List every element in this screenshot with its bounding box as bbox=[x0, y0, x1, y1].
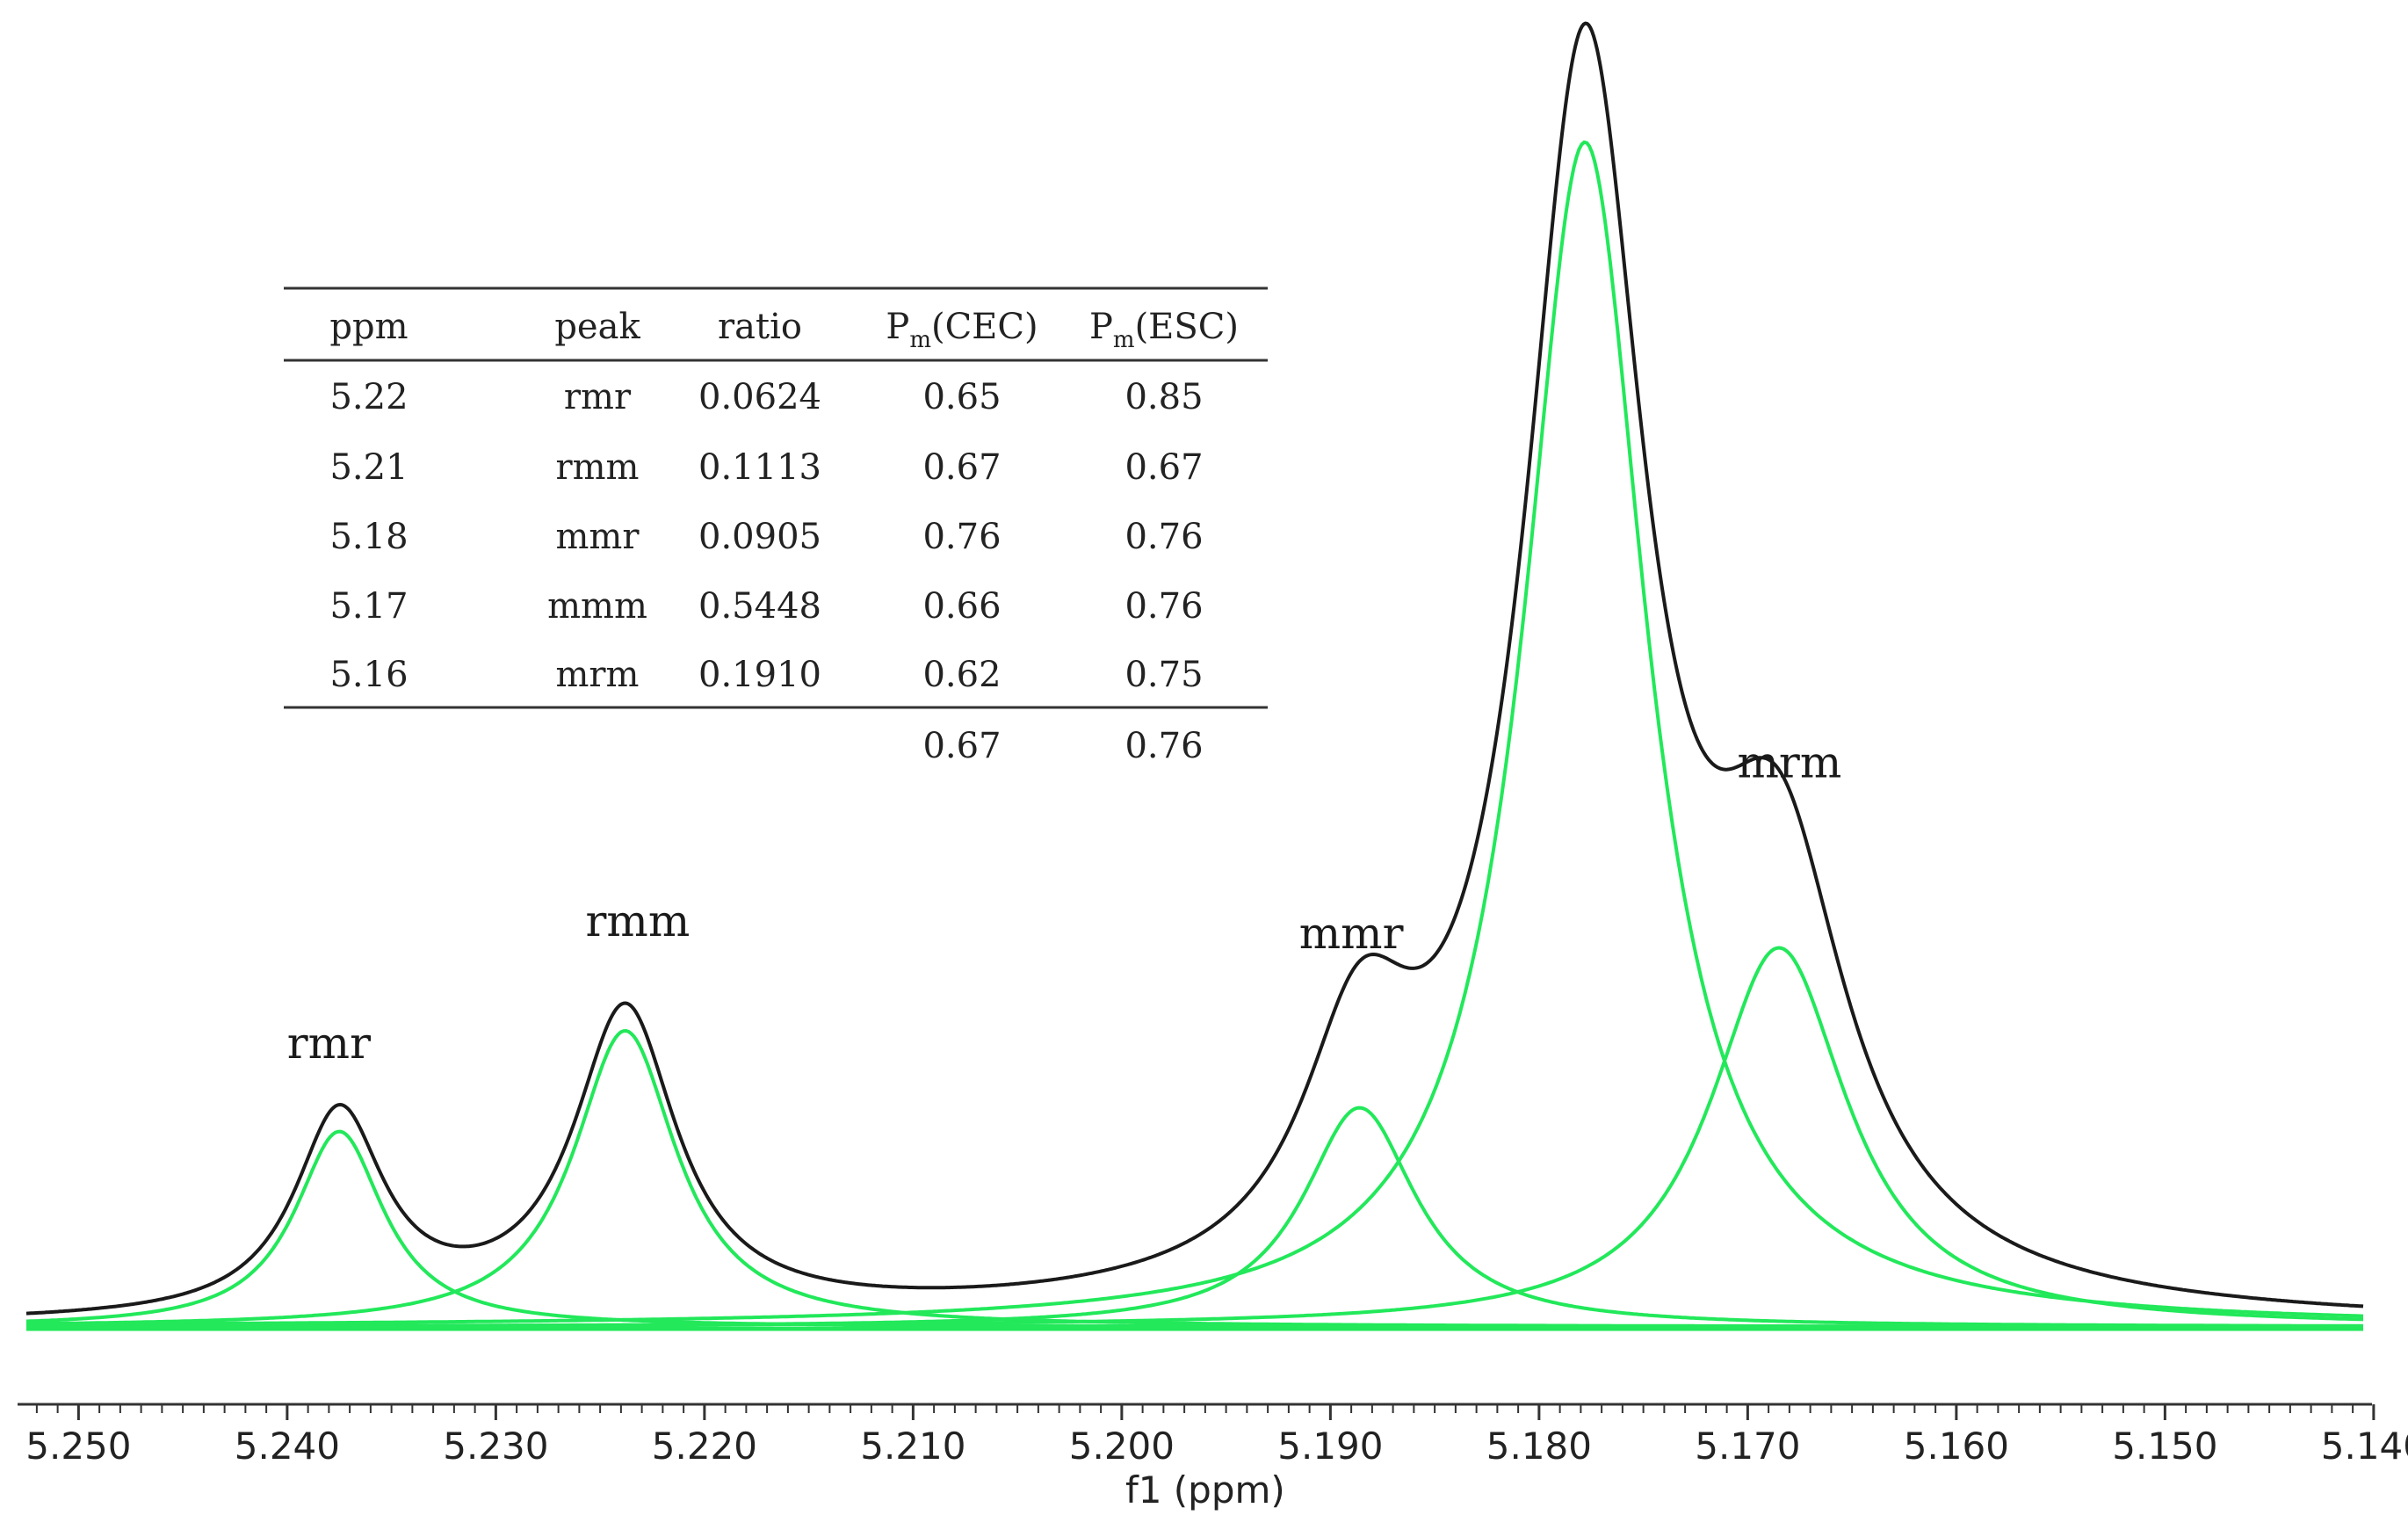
table-header: peak bbox=[554, 307, 640, 347]
x-tick-label: 5.150 bbox=[2112, 1425, 2217, 1468]
table-cell: mmm bbox=[547, 586, 647, 627]
x-major-ticks: 5.250 5.240 5.230 5.220 5.210 5.200 5.190 5.180… bbox=[25, 1404, 2408, 1468]
table-cell: 0.0624 bbox=[698, 377, 821, 417]
table-cell: 0.85 bbox=[1124, 377, 1203, 417]
table-cell: 0.67 bbox=[1124, 447, 1203, 488]
table-summary-cell: 0.67 bbox=[922, 726, 1001, 766]
x-minor-ticks bbox=[35, 1404, 2354, 1413]
peak-label-mmr: mmr bbox=[1299, 908, 1404, 959]
peak-labels: rmrrmmmmrmmmmrm bbox=[287, 737, 1842, 1069]
x-tick-label: 5.230 bbox=[443, 1425, 548, 1468]
table-cell: 0.76 bbox=[1124, 586, 1203, 627]
table-cell: 0.67 bbox=[922, 447, 1001, 488]
table-cell: 0.1113 bbox=[698, 447, 821, 488]
table-cell: 0.1910 bbox=[698, 655, 821, 695]
table-cell: 0.5448 bbox=[698, 586, 821, 627]
table-header: Pm(CEC) bbox=[886, 307, 1038, 353]
table-cell: 5.18 bbox=[329, 517, 408, 557]
table-cell: 5.22 bbox=[329, 377, 408, 417]
x-tick-label: 5.190 bbox=[1277, 1425, 1383, 1468]
x-tick-label: 5.220 bbox=[652, 1425, 757, 1468]
data-table: ppm peak ratio Pm(CEC) Pm(ESC) 5.22 rmr 0.0624 0… bbox=[284, 286, 1268, 766]
table-cell: 0.65 bbox=[922, 377, 1001, 417]
fit-curve-rmr bbox=[25, 1129, 2363, 1329]
table-cell: 5.21 bbox=[329, 447, 408, 488]
x-tick-label: 5.210 bbox=[860, 1425, 965, 1468]
table-header: ppm bbox=[329, 307, 408, 347]
fit-curve-rmm bbox=[25, 1028, 2363, 1329]
table-cell: 0.76 bbox=[1124, 517, 1203, 557]
table-summary-cell: 0.76 bbox=[1124, 726, 1203, 766]
fit-curve-mmr bbox=[26, 1106, 2363, 1329]
x-tick-label: 5.180 bbox=[1486, 1425, 1592, 1468]
table-cell: 5.17 bbox=[329, 586, 408, 627]
table-header: ratio bbox=[718, 307, 802, 347]
fit-curve-mrm bbox=[26, 946, 2364, 1328]
table-cell: 0.66 bbox=[922, 586, 1001, 627]
fit-curve-mmm bbox=[26, 140, 2364, 1326]
table-cell: rmm bbox=[556, 447, 640, 488]
table-cell: mrm bbox=[556, 655, 640, 695]
x-tick-label: 5.170 bbox=[1695, 1425, 1800, 1468]
x-tick-label: 5.200 bbox=[1069, 1425, 1175, 1468]
table-cell: rmr bbox=[564, 377, 632, 417]
x-tick-label: 5.160 bbox=[1904, 1425, 2009, 1468]
table-header: Pm(ESC) bbox=[1089, 307, 1239, 353]
table-cell: mmr bbox=[556, 517, 640, 557]
spectrum bbox=[25, 21, 2364, 1316]
peak-label-rmm: rmm bbox=[586, 895, 691, 946]
x-tick-label: 5.240 bbox=[235, 1425, 340, 1468]
table-cell: 0.62 bbox=[922, 655, 1001, 695]
table-cell: 5.16 bbox=[329, 655, 408, 695]
peak-label-mrm: mrm bbox=[1738, 737, 1842, 788]
table-cell: 0.75 bbox=[1124, 655, 1203, 695]
x-axis: 5.250 5.240 5.230 5.220 5.210 5.200 5.190 5.180… bbox=[18, 1403, 2408, 1512]
spectrum-line bbox=[25, 21, 2364, 1316]
x-tick-label: 5.250 bbox=[25, 1425, 131, 1468]
table-cell: 0.0905 bbox=[698, 517, 821, 557]
x-axis-title: f1 (ppm) bbox=[1125, 1468, 1285, 1512]
peak-label-rmr: rmr bbox=[287, 1018, 371, 1069]
x-tick-label: 5.140 bbox=[2321, 1425, 2408, 1468]
table-cell: 0.76 bbox=[922, 517, 1001, 557]
fit-curves bbox=[25, 140, 2364, 1331]
